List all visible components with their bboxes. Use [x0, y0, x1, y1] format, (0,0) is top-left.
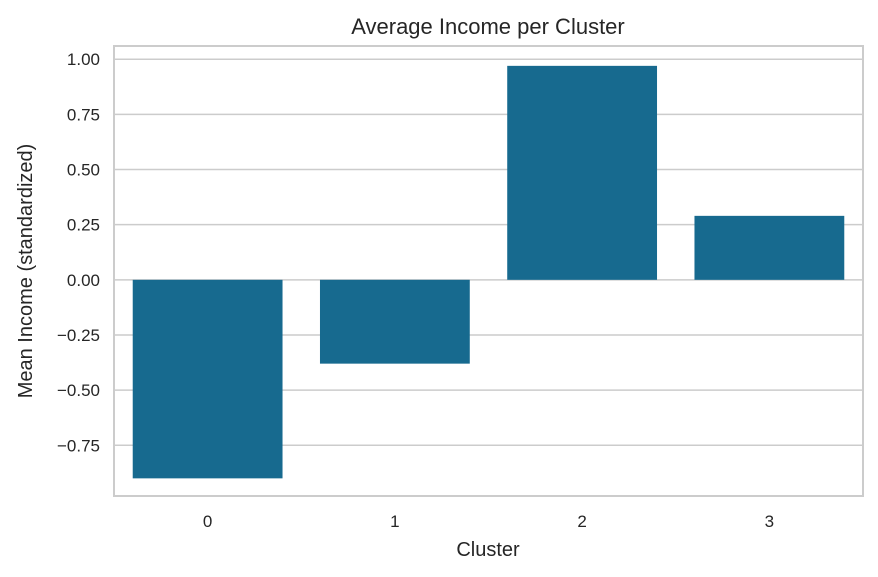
y-tick-labels: 1.00 0.75 0.50 0.25 0.00 −0.25 −0.50 −0.75 [57, 50, 100, 455]
x-tick-label: 2 [577, 512, 586, 531]
x-tick-labels: 0 1 2 3 [203, 512, 774, 531]
y-tick-label: 0.00 [67, 271, 100, 290]
bar-cluster-3 [694, 215, 845, 280]
x-tick-label: 0 [203, 512, 212, 531]
x-tick-label: 3 [765, 512, 774, 531]
bars [132, 65, 845, 479]
bar-cluster-2 [507, 65, 658, 280]
y-tick-label: −0.25 [57, 326, 100, 345]
y-tick-label: 0.50 [67, 161, 100, 180]
y-tick-label: −0.50 [57, 381, 100, 400]
chart-title: Average Income per Cluster [351, 14, 625, 39]
bar-cluster-0 [132, 279, 283, 479]
x-axis-label: Cluster [456, 539, 520, 561]
y-tick-label: −0.75 [57, 436, 100, 455]
bar-cluster-1 [319, 279, 470, 364]
y-axis-label: Mean Income (standardized) [15, 144, 37, 399]
plot-frame [113, 45, 864, 497]
y-tick-label: 0.75 [67, 105, 100, 124]
y-tick-label: 1.00 [67, 50, 100, 69]
x-tick-label: 1 [390, 512, 399, 531]
y-tick-label: 0.25 [67, 216, 100, 235]
